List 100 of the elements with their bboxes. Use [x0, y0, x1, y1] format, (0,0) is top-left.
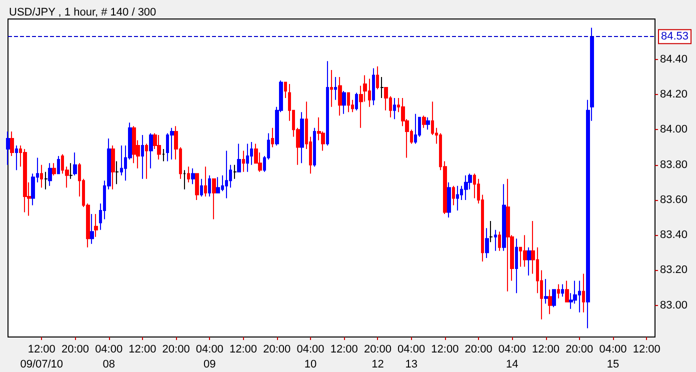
x-tick-label: 04:00 15 — [599, 344, 627, 370]
candlestick — [208, 174, 211, 197]
candlestick — [10, 130, 14, 157]
candlestick — [338, 76, 342, 116]
candlestick — [330, 69, 333, 108]
y-tick-label: 84.20 — [660, 88, 688, 101]
candlestick — [115, 160, 119, 185]
y-tick-label: 83.60 — [660, 194, 688, 206]
candlestick — [183, 170, 186, 190]
x-tick-label: 20:00 — [263, 344, 291, 356]
candlestick — [6, 130, 10, 166]
candlestick — [552, 289, 556, 308]
x-tick-label: 12:00 — [632, 344, 660, 356]
x-tick-label: 12:00 — [128, 344, 156, 356]
candlestick — [464, 174, 468, 200]
candlestick — [447, 182, 451, 218]
candlestick — [300, 112, 304, 164]
candlestick — [233, 164, 237, 180]
candlestick — [422, 115, 426, 128]
candlestick — [271, 127, 274, 148]
candlestick — [523, 234, 527, 268]
candlestick — [372, 68, 375, 106]
candlestick — [15, 144, 18, 171]
candlestick — [191, 168, 195, 185]
candlestick — [326, 60, 329, 146]
candlestick — [246, 143, 249, 172]
candlestick — [582, 273, 585, 313]
candlestick — [149, 132, 153, 169]
x-tick-label: 04:00 08 — [95, 344, 123, 370]
candlestick — [23, 148, 27, 213]
ref-line-label: 84.53 — [661, 30, 689, 43]
x-tick-label: 12:00 09/07/10 — [20, 344, 64, 370]
candlestick — [170, 127, 174, 160]
candlestick — [498, 231, 501, 252]
candlestick — [225, 150, 228, 199]
candlestick — [145, 143, 148, 180]
candlestick — [489, 220, 493, 243]
x-tick-label: 20:00 — [566, 344, 594, 356]
x-tick-label: 20:00 — [61, 344, 89, 356]
candlestick — [506, 178, 510, 292]
x-tick-label: 20:00 — [162, 344, 190, 356]
candlestick — [494, 229, 497, 252]
candlestick — [216, 176, 220, 194]
y-tick-label: 83.20 — [660, 264, 688, 276]
candlestick — [237, 143, 241, 172]
candlestick — [393, 98, 396, 120]
candlestick — [284, 82, 287, 99]
candlestick — [414, 113, 417, 144]
candlestick — [212, 178, 216, 220]
candlestick — [90, 214, 94, 244]
candlestick — [548, 289, 552, 315]
x-tick-label: 12:00 — [230, 344, 258, 356]
candlestick — [561, 284, 564, 298]
candlestick — [544, 278, 548, 304]
candlestick — [195, 173, 199, 200]
candlestick — [456, 185, 459, 212]
x-tick-label: 04:00 13 — [398, 344, 426, 370]
candlestick — [565, 280, 569, 302]
candlestick — [502, 184, 506, 252]
candlestick — [141, 134, 144, 180]
candlestick — [355, 92, 358, 111]
x-tick-label: 04:00 09 — [196, 344, 224, 370]
candlestick — [334, 76, 337, 100]
candlestick — [52, 162, 56, 176]
x-tick-label: 20:00 — [464, 344, 492, 356]
candlestick — [557, 284, 560, 299]
y-tick-label: 83.40 — [660, 229, 688, 242]
candlestick — [380, 76, 384, 99]
candlestick — [40, 164, 43, 188]
candlestick — [44, 171, 48, 190]
y-tick-label: 84.40 — [660, 53, 688, 66]
y-tick-label: 84.00 — [660, 124, 688, 136]
candlestick — [157, 134, 161, 160]
candlestick — [69, 162, 73, 180]
candlestick — [527, 246, 531, 276]
chart-title: USD/JPY , 1 hour, # 140 / 300 — [9, 6, 156, 18]
y-tick-label: 83.80 — [660, 158, 688, 171]
candlestick — [187, 166, 190, 183]
candlestick — [111, 144, 115, 190]
x-tick-label: 04:00 14 — [498, 344, 526, 370]
candlestick — [204, 166, 207, 197]
candlestick — [48, 162, 52, 186]
candlestick — [426, 116, 430, 130]
candlestick — [376, 66, 379, 90]
candlestick — [242, 150, 245, 172]
candlestick — [57, 156, 60, 174]
candlestick — [94, 214, 98, 238]
candlestick — [342, 90, 346, 114]
x-tick-label: 12:00 — [431, 344, 459, 356]
candlestick — [200, 178, 203, 197]
candlestick — [452, 185, 455, 206]
candlestick — [515, 238, 518, 294]
y-tick-label: 83.00 — [660, 299, 688, 312]
x-tick-label: 04:00 10 — [296, 344, 324, 370]
candlestick — [73, 152, 77, 176]
candlestick — [313, 127, 316, 168]
x-tick-label: 12:00 — [330, 344, 358, 356]
candlestick — [347, 92, 350, 113]
candlestick — [485, 228, 489, 258]
x-tick-label: 12:00 — [532, 344, 560, 356]
